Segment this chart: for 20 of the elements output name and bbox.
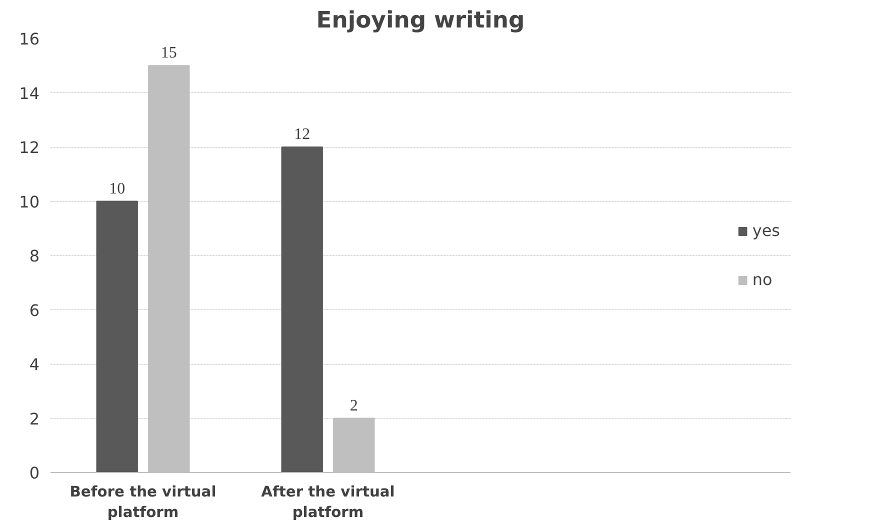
y-tick-label: 14 <box>19 84 40 103</box>
bar <box>281 146 323 472</box>
bar <box>96 200 138 472</box>
y-tick-label: 6 <box>29 300 40 320</box>
legend-label: yes <box>752 221 780 240</box>
y-tick-label: 2 <box>29 409 40 428</box>
data-label: 10 <box>109 180 126 198</box>
x-tick-label: After the virtual platform <box>261 484 395 521</box>
y-tick-label: 16 <box>19 30 40 48</box>
data-label: 15 <box>160 44 177 62</box>
y-tick-label: 0 <box>29 464 40 482</box>
data-label: 2 <box>350 397 358 414</box>
legend-label: no <box>752 270 772 289</box>
y-tick-label: 8 <box>29 246 40 266</box>
chart-title: Enjoying writing <box>316 8 525 34</box>
y-tick-label: 10 <box>19 192 40 212</box>
y-tick-label: 4 <box>29 355 40 374</box>
data-label: 12 <box>294 126 310 143</box>
x-tick-label: Before the virtual platform <box>70 484 216 521</box>
y-tick-label: 12 <box>19 138 40 157</box>
